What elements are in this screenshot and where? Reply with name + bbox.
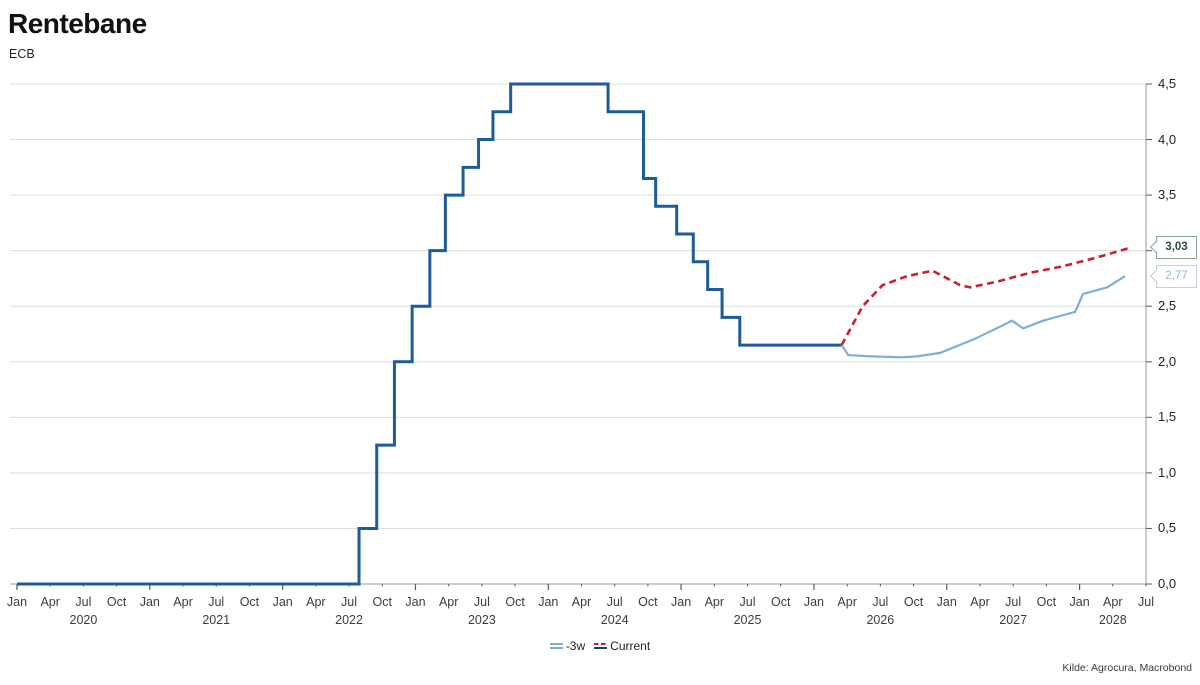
x-axis-year-label: 2028 bbox=[1098, 613, 1127, 627]
y-axis-label: 2,5 bbox=[1158, 298, 1177, 314]
x-axis-year-label: 2022 bbox=[335, 613, 363, 627]
x-axis-month-label: Jul bbox=[1138, 595, 1154, 609]
x-axis-year-label: 2025 bbox=[733, 613, 762, 627]
y-axis-label: 4,5 bbox=[1158, 76, 1177, 91]
x-axis-month-label: Jul bbox=[75, 595, 92, 609]
y-axis-label: 3,5 bbox=[1158, 187, 1177, 203]
x-axis-year-label: 2026 bbox=[866, 613, 895, 627]
y-axis-label: 1,0 bbox=[1158, 464, 1177, 480]
x-axis-month-label: Oct bbox=[1036, 595, 1057, 609]
legend-label-minus3w: -3w bbox=[565, 639, 586, 653]
x-axis-month-label: Jan bbox=[671, 595, 692, 609]
x-axis-month-label: Apr bbox=[40, 595, 60, 609]
minus3w-line-swatch-icon bbox=[549, 643, 563, 649]
legend-label-current: Current bbox=[610, 639, 651, 653]
current-line-swatch-icon bbox=[594, 643, 608, 649]
x-axis-year-label: 2020 bbox=[69, 613, 98, 627]
x-axis-month-label: Oct bbox=[638, 595, 658, 609]
x-axis-month-label: Jan bbox=[538, 595, 559, 609]
legend-item-minus3w: -3w bbox=[549, 639, 586, 653]
x-axis-year-label: 2027 bbox=[999, 613, 1028, 627]
x-axis-year-label: 2024 bbox=[600, 613, 629, 627]
x-axis-month-label: Jul bbox=[739, 595, 756, 609]
x-axis-month-label: Jul bbox=[473, 595, 490, 609]
x-axis-month-label: Jan bbox=[6, 595, 28, 609]
minus3w-forecast-end-value: 2,77 bbox=[1165, 270, 1188, 283]
x-axis-month-label: Jan bbox=[272, 595, 293, 609]
x-axis-month-label: Jul bbox=[872, 595, 889, 609]
x-axis-month-label: Jul bbox=[208, 595, 225, 609]
chart-title: Rentebane bbox=[8, 8, 147, 39]
x-axis-month-label: Oct bbox=[106, 595, 127, 609]
x-axis-month-label: Apr bbox=[1103, 595, 1123, 609]
x-axis-month-label: Apr bbox=[837, 595, 857, 609]
y-axis-label: 1,5 bbox=[1158, 409, 1177, 425]
series-current-history-ecb-policy-rate- bbox=[17, 82, 842, 586]
x-axis-year-label: 2021 bbox=[202, 613, 231, 627]
current-forecast-value-callout: 3,03 bbox=[1149, 235, 1197, 259]
x-axis-month-label: Apr bbox=[571, 595, 592, 609]
chart-subtitle: ECB bbox=[9, 47, 35, 61]
series--3w bbox=[840, 275, 1126, 359]
y-axis-label: 0,0 bbox=[1158, 576, 1177, 591]
x-axis-month-label: Jan bbox=[936, 595, 957, 609]
current-forecast-end-value: 3,03 bbox=[1165, 241, 1188, 254]
x-axis-month-label: Jul bbox=[606, 595, 623, 609]
series-current bbox=[840, 246, 1132, 346]
x-axis-month-label: Apr bbox=[173, 595, 193, 609]
legend: -3w Current bbox=[0, 639, 1200, 653]
x-axis-month-label: Apr bbox=[704, 595, 725, 609]
x-axis-month-label: Jul bbox=[341, 595, 358, 609]
y-axis-label: 2,0 bbox=[1158, 353, 1177, 369]
x-axis-month-label: Oct bbox=[372, 595, 392, 609]
x-axis-month-label: Jan bbox=[1069, 595, 1090, 609]
x-axis-month-label: Jan bbox=[405, 595, 426, 609]
x-axis-month-label: Oct bbox=[505, 595, 525, 609]
x-axis-month-label: Jul bbox=[1005, 595, 1022, 609]
x-axis-year-label: 2023 bbox=[467, 613, 496, 627]
x-axis-month-label: Jan bbox=[139, 595, 160, 609]
x-axis-month-label: Apr bbox=[970, 595, 990, 609]
x-axis-month-label: Apr bbox=[306, 595, 326, 609]
minus3w-forecast-value-callout: 2,77 bbox=[1149, 264, 1197, 288]
y-axis-label: 0,5 bbox=[1158, 520, 1177, 536]
legend-item-current: Current bbox=[594, 639, 650, 653]
source-note: Kilde: Agrocura, Macrobond bbox=[1062, 662, 1192, 674]
y-axis-label: 4,0 bbox=[1158, 131, 1177, 147]
x-axis-month-label: Oct bbox=[239, 595, 260, 609]
x-axis-month-label: Oct bbox=[771, 595, 791, 609]
x-axis-month-label: Oct bbox=[903, 595, 924, 609]
x-axis-month-label: Jan bbox=[803, 595, 825, 609]
x-axis-month-label: Apr bbox=[438, 595, 459, 609]
